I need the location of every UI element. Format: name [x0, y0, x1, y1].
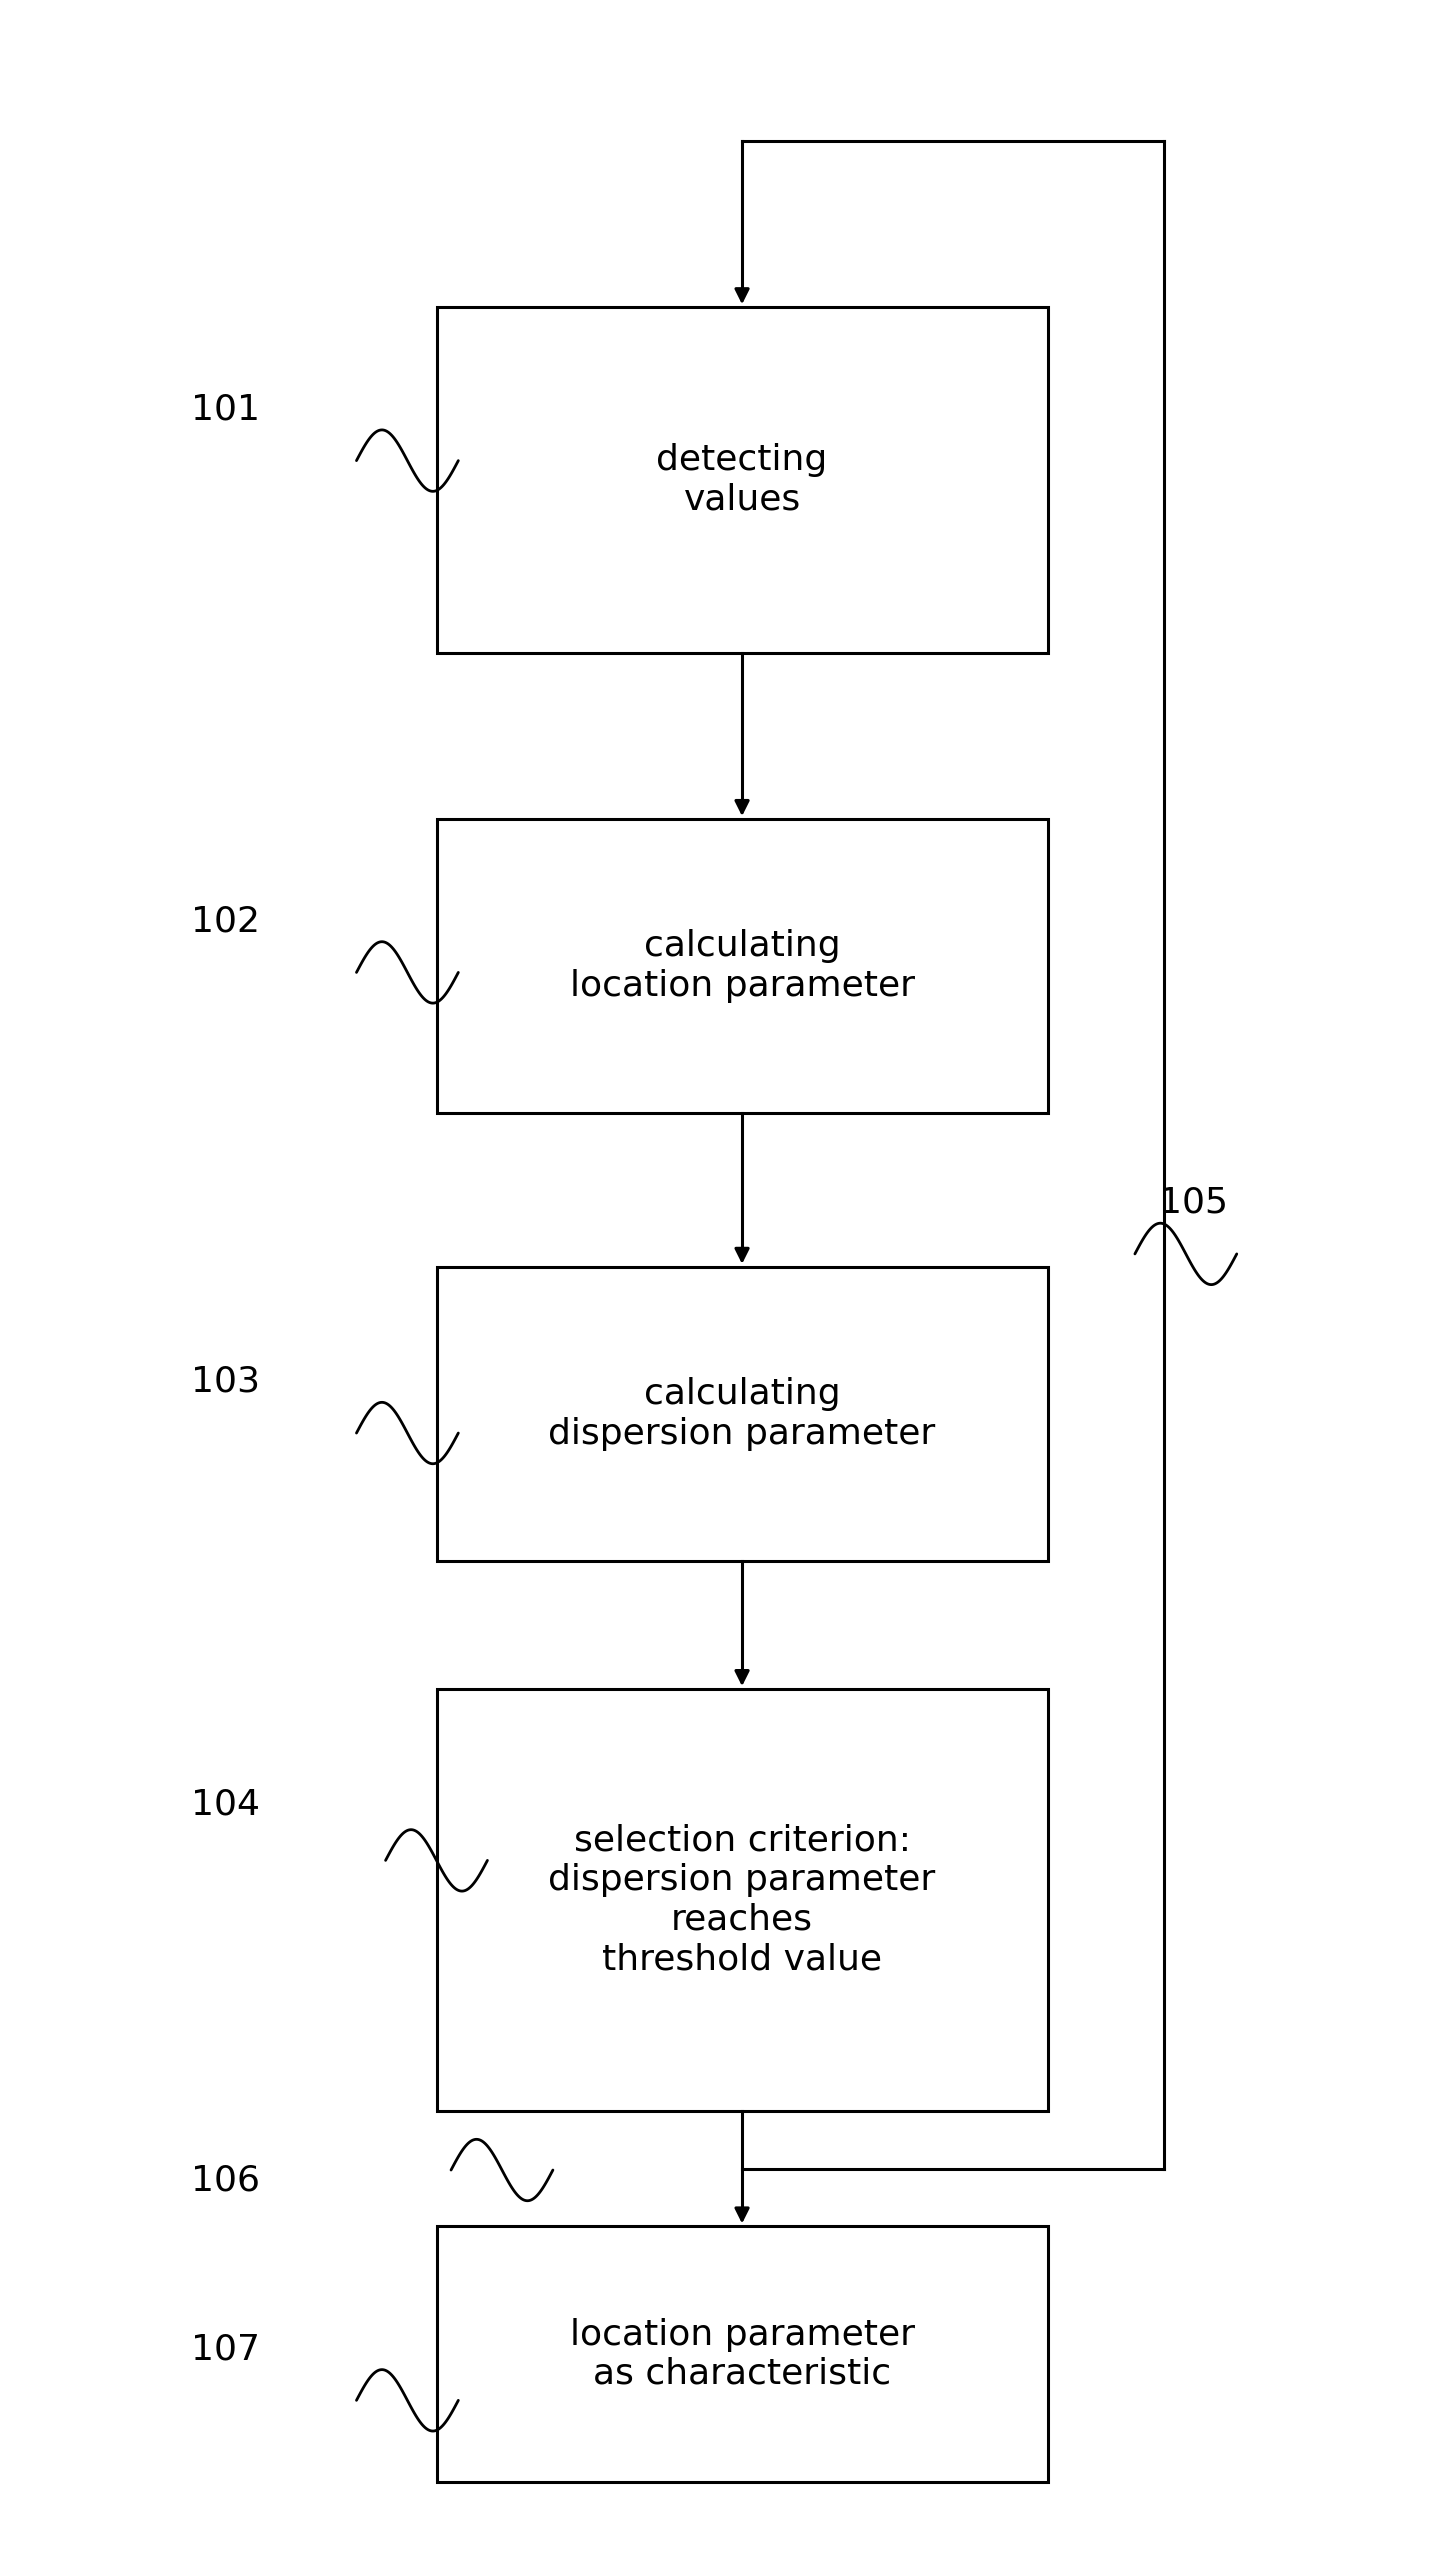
Text: selection criterion:
dispersion parameter
reaches
threshold value: selection criterion: dispersion paramete…: [549, 1825, 936, 1976]
FancyBboxPatch shape: [436, 1689, 1048, 2111]
FancyBboxPatch shape: [436, 1267, 1048, 1561]
Text: 102: 102: [191, 903, 260, 939]
Text: calculating
location parameter: calculating location parameter: [569, 929, 915, 1003]
Text: 103: 103: [191, 1364, 260, 1400]
Text: 106: 106: [191, 2162, 260, 2198]
Text: 105: 105: [1158, 1185, 1228, 1221]
FancyBboxPatch shape: [436, 2226, 1048, 2482]
FancyBboxPatch shape: [436, 819, 1048, 1113]
Text: detecting
values: detecting values: [656, 443, 828, 517]
Text: 101: 101: [191, 392, 260, 427]
Text: 104: 104: [191, 1786, 260, 1822]
Text: calculating
dispersion parameter: calculating dispersion parameter: [549, 1377, 936, 1451]
Text: 107: 107: [191, 2331, 260, 2367]
FancyBboxPatch shape: [436, 307, 1048, 653]
Text: location parameter
as characteristic: location parameter as characteristic: [569, 2318, 915, 2390]
